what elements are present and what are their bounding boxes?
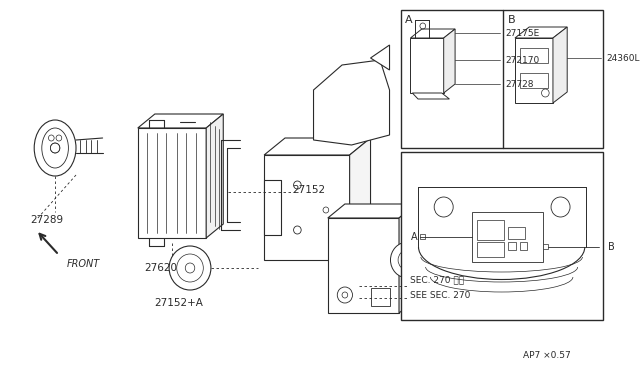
Polygon shape: [444, 29, 455, 93]
Circle shape: [49, 135, 54, 141]
Text: 27289: 27289: [31, 215, 63, 225]
Bar: [508, 227, 525, 239]
Bar: [477, 242, 504, 257]
Polygon shape: [410, 29, 455, 38]
Circle shape: [337, 287, 353, 303]
Text: 27620: 27620: [145, 263, 177, 273]
Ellipse shape: [34, 120, 76, 176]
Text: AP7 ×0.57: AP7 ×0.57: [522, 350, 570, 359]
Bar: [401, 152, 604, 320]
Circle shape: [169, 246, 211, 290]
Circle shape: [390, 242, 425, 278]
Circle shape: [294, 181, 301, 189]
Text: B: B: [508, 15, 516, 25]
Bar: [371, 288, 390, 306]
Text: 27152+A: 27152+A: [154, 298, 203, 308]
Circle shape: [342, 292, 348, 298]
Polygon shape: [553, 27, 567, 103]
Text: A: A: [404, 15, 412, 25]
Bar: [515, 38, 553, 103]
Text: FRONT: FRONT: [67, 259, 100, 269]
Bar: [477, 220, 504, 240]
Circle shape: [323, 207, 329, 213]
Bar: [264, 180, 281, 235]
Text: 272170: 272170: [506, 55, 540, 64]
Polygon shape: [412, 93, 449, 99]
Bar: [138, 128, 206, 238]
Text: B: B: [608, 242, 615, 252]
Polygon shape: [264, 138, 371, 155]
Polygon shape: [138, 114, 223, 128]
Text: SEC. 270 参照: SEC. 270 参照: [410, 276, 465, 285]
Text: 27175E: 27175E: [506, 29, 540, 38]
Bar: [401, 10, 604, 148]
Bar: [420, 234, 425, 239]
Bar: [472, 212, 543, 262]
Bar: [328, 218, 399, 313]
Polygon shape: [515, 27, 567, 38]
Circle shape: [56, 135, 61, 141]
Bar: [264, 155, 349, 260]
Circle shape: [434, 197, 453, 217]
Bar: [520, 48, 548, 63]
Text: 27728: 27728: [506, 80, 534, 89]
Bar: [520, 73, 548, 88]
Circle shape: [551, 197, 570, 217]
Bar: [543, 244, 548, 249]
Polygon shape: [314, 60, 390, 145]
Circle shape: [294, 226, 301, 234]
Text: A: A: [410, 232, 417, 242]
Bar: [508, 242, 516, 250]
Polygon shape: [399, 204, 416, 313]
Polygon shape: [206, 114, 223, 238]
Circle shape: [185, 263, 195, 273]
Bar: [410, 38, 444, 93]
Polygon shape: [328, 204, 416, 218]
Text: SEE SEC. 270: SEE SEC. 270: [410, 291, 471, 299]
Text: 27152: 27152: [292, 185, 326, 195]
Circle shape: [51, 143, 60, 153]
Polygon shape: [371, 45, 390, 70]
Bar: [520, 242, 527, 250]
Text: 24360L: 24360L: [606, 54, 639, 62]
Polygon shape: [349, 138, 371, 260]
